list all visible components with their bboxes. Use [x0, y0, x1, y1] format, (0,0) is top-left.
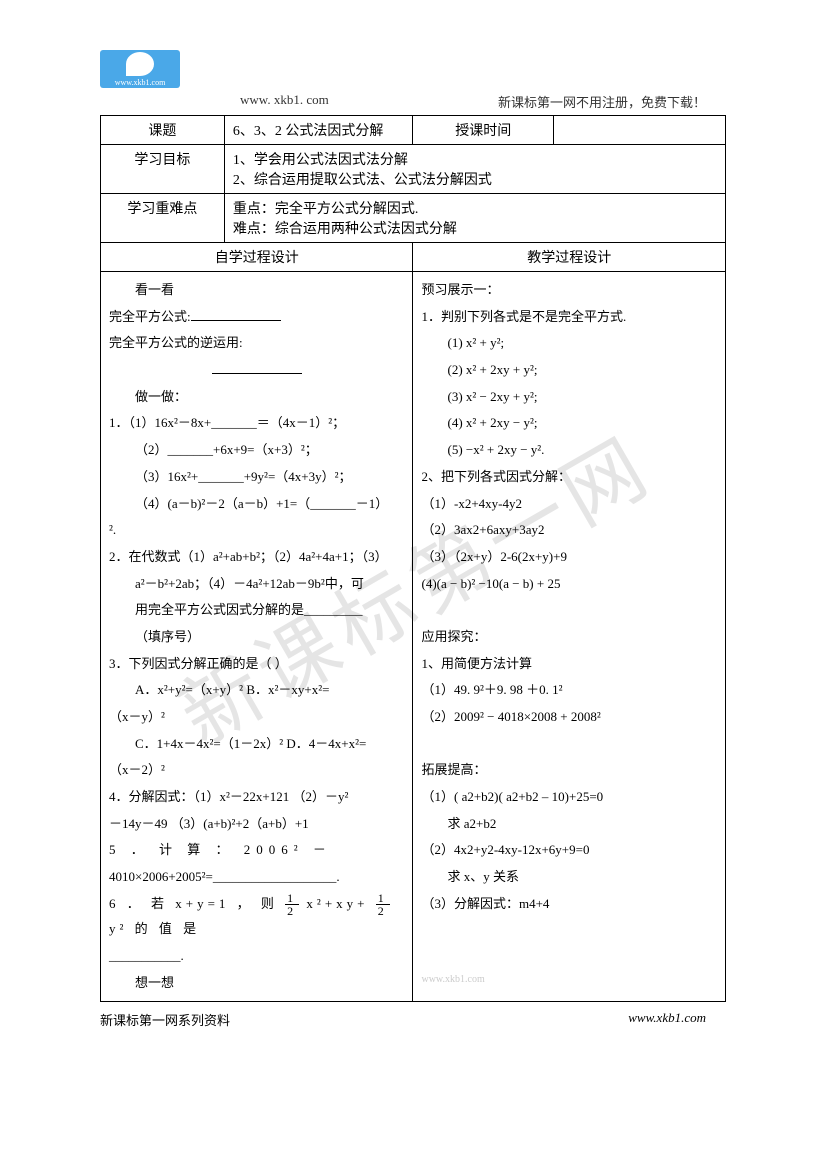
q5a: 5 ． 计 算 ： 2006² － — [109, 838, 404, 863]
focus-line-1: 重点：完全平方公式分解因式. — [233, 202, 419, 217]
q2b: a²－b²+2ab；（4）－4a²+12ab－9b²中，可 — [109, 572, 404, 597]
q6: 6 ． 若 x+y=1 ， 则 12 x²+xy+ 12 y² 的 值 是 — [109, 892, 404, 942]
e1: (1) x² + y²; — [421, 331, 717, 356]
content-focus: 重点：完全平方公式分解因式. 难点：综合运用两种公式法因式分解 — [224, 194, 725, 243]
inline-watermark: www.xkb1.com — [421, 970, 717, 989]
lesson-table: 课题 6、3、2 公式法因式分解 授课时间 学习目标 1、学会用公式法因式法分解… — [100, 115, 726, 1002]
header-self-study: 自学过程设计 — [101, 243, 413, 272]
q3b: （x－y）² — [109, 705, 404, 730]
right-h3: 拓展提高： — [421, 758, 717, 783]
f3: （3）（2x+y）2-6(2x+y)+9 — [421, 545, 717, 570]
row-goals: 学习目标 1、学会用公式法因式法分解 2、综合运用提取公式法、公式法分解因式 — [101, 145, 726, 194]
f2: （2）3ax2+6axy+3ay2 — [421, 518, 717, 543]
q2: 2．在代数式（1）a²+ab+b²；（2）4a²+4a+1；（3） — [109, 545, 404, 570]
footer-left: 新课标第一网系列资料 — [100, 1010, 230, 1029]
focus-line-2: 难点：综合运用两种公式法因式分解 — [233, 222, 457, 237]
header-teaching: 教学过程设计 — [413, 243, 726, 272]
right-content: 预习展示一： 1．判别下列各式是不是完全平方式. (1) x² + y²; (2… — [413, 272, 726, 1002]
t1b: 求 a2+b2 — [421, 812, 717, 837]
t3: （3）分解因式：m4+4 — [421, 892, 717, 917]
frac-half-2: 12 — [376, 892, 390, 917]
label-goals: 学习目标 — [101, 145, 225, 194]
t1: （1）( a2+b2)( a2+b2 – 10)+25=0 — [421, 785, 717, 810]
q6b: x²+xy+ — [306, 896, 368, 911]
page-footer: 新课标第一网系列资料 www.xkb1.com — [100, 1002, 726, 1029]
row-section-headers: 自学过程设计 教学过程设计 — [101, 243, 726, 272]
q6d: ___________. — [109, 944, 404, 969]
page-header: www. xkb1. com 新课标第一网不用注册，免费下载！ — [100, 92, 726, 111]
logo-bird-icon — [126, 52, 154, 76]
q2d: （填序号） — [109, 625, 404, 650]
q1-4b: ². — [109, 518, 404, 543]
content-time — [554, 116, 726, 145]
e2: (2) x² + 2xy + y²; — [421, 358, 717, 383]
goal-line-2: 2、综合运用提取公式法、公式法分解因式 — [233, 173, 492, 188]
header-site: www. xkb1. com — [240, 92, 329, 111]
q4b: －14y－49 （3）(a+b)²+2（a+b）+1 — [109, 812, 404, 837]
site-logo: www.xkb1.com — [100, 50, 180, 88]
footer-right: www.xkb1.com — [628, 1010, 706, 1029]
frac-den-2: 2 — [376, 905, 390, 917]
left-p1-text: 完全平方公式: — [109, 309, 191, 324]
left-p1: 完全平方公式: — [109, 305, 404, 330]
q4: 4．分解因式：（1）x²－22x+121 （2）－y² — [109, 785, 404, 810]
left-h3: 想一想 — [109, 971, 404, 996]
frac-half-1: 12 — [285, 892, 299, 917]
g1: （1）49. 9²＋9. 98 ＋0. 1² — [421, 678, 717, 703]
goal-line-1: 1、学会用公式法因式法分解 — [233, 153, 408, 168]
q6c: y² 的 值 是 — [109, 921, 200, 936]
label-topic: 课题 — [101, 116, 225, 145]
logo-area: www.xkb1.com — [100, 50, 726, 88]
q6a: 6 ． 若 x+y=1 ， 则 — [109, 896, 278, 911]
q2c: 用完全平方公式因式分解的是_________ — [109, 598, 404, 623]
right-h1: 预习展示一： — [421, 278, 717, 303]
blank-formula — [191, 307, 281, 321]
q5b: 4010×2006+2005²=___________________. — [109, 865, 404, 890]
g2: （2）2009² − 4018×2008 + 2008² — [421, 705, 717, 730]
blank-inverse — [109, 358, 404, 383]
q1-3: （3）16x²+_______+9y²=（4x+3y）²； — [109, 465, 404, 490]
right-p3: 1、用简便方法计算 — [421, 652, 717, 677]
e5: (5) −x² + 2xy − y². — [421, 438, 717, 463]
e3: (3) x² − 2xy + y²; — [421, 385, 717, 410]
row-topic: 课题 6、3、2 公式法因式分解 授课时间 — [101, 116, 726, 145]
content-topic: 6、3、2 公式法因式分解 — [224, 116, 413, 145]
q3a: A．x²+y²=（x+y）² B．x²－xy+x²= — [109, 678, 404, 703]
f1: （1）-x2+4xy-4y2 — [421, 492, 717, 517]
q3d: （x－2）² — [109, 758, 404, 783]
left-h2: 做一做： — [109, 385, 404, 410]
row-focus: 学习重难点 重点：完全平方公式分解因式. 难点：综合运用两种公式法因式分解 — [101, 194, 726, 243]
t2: （2）4x2+y2-4xy-12x+6y+9=0 — [421, 838, 717, 863]
header-tagline: 新课标第一网不用注册，免费下载！ — [498, 92, 706, 111]
f4: (4)(a − b)² −10(a − b) + 25 — [421, 572, 717, 597]
right-p1: 1．判别下列各式是不是完全平方式. — [421, 305, 717, 330]
content-goals: 1、学会用公式法因式法分解 2、综合运用提取公式法、公式法分解因式 — [224, 145, 725, 194]
right-p2: 2、把下列各式因式分解： — [421, 465, 717, 490]
label-focus: 学习重难点 — [101, 194, 225, 243]
q1-2: （2）_______+6x+9=（x+3）²； — [109, 438, 404, 463]
left-p2: 完全平方公式的逆运用: — [109, 331, 404, 356]
q1-1: 1．（1）16x²－8x+_______＝（4x－1）²； — [109, 411, 404, 436]
left-h1: 看一看 — [109, 278, 404, 303]
left-content: 看一看 完全平方公式: 完全平方公式的逆运用: 做一做： 1．（1）16x²－8… — [101, 272, 413, 1002]
label-time: 授课时间 — [413, 116, 554, 145]
q3: 3．下列因式分解正确的是（ ） — [109, 652, 404, 677]
frac-den-1: 2 — [285, 905, 299, 917]
q1-4: （4）(a－b)²－2（a－b）+1=（_______－1） — [109, 492, 404, 517]
q3c: C．1+4x－4x²=（1－2x）² D．4－4x+x²= — [109, 732, 404, 757]
page-container: www.xkb1.com www. xkb1. com 新课标第一网不用注册，免… — [0, 0, 826, 1069]
right-h2: 应用探究： — [421, 625, 717, 650]
logo-url: www.xkb1.com — [115, 78, 166, 87]
e4: (4) x² + 2xy − y²; — [421, 411, 717, 436]
row-content: 看一看 完全平方公式: 完全平方公式的逆运用: 做一做： 1．（1）16x²－8… — [101, 272, 726, 1002]
t2b: 求 x、y 关系 — [421, 865, 717, 890]
